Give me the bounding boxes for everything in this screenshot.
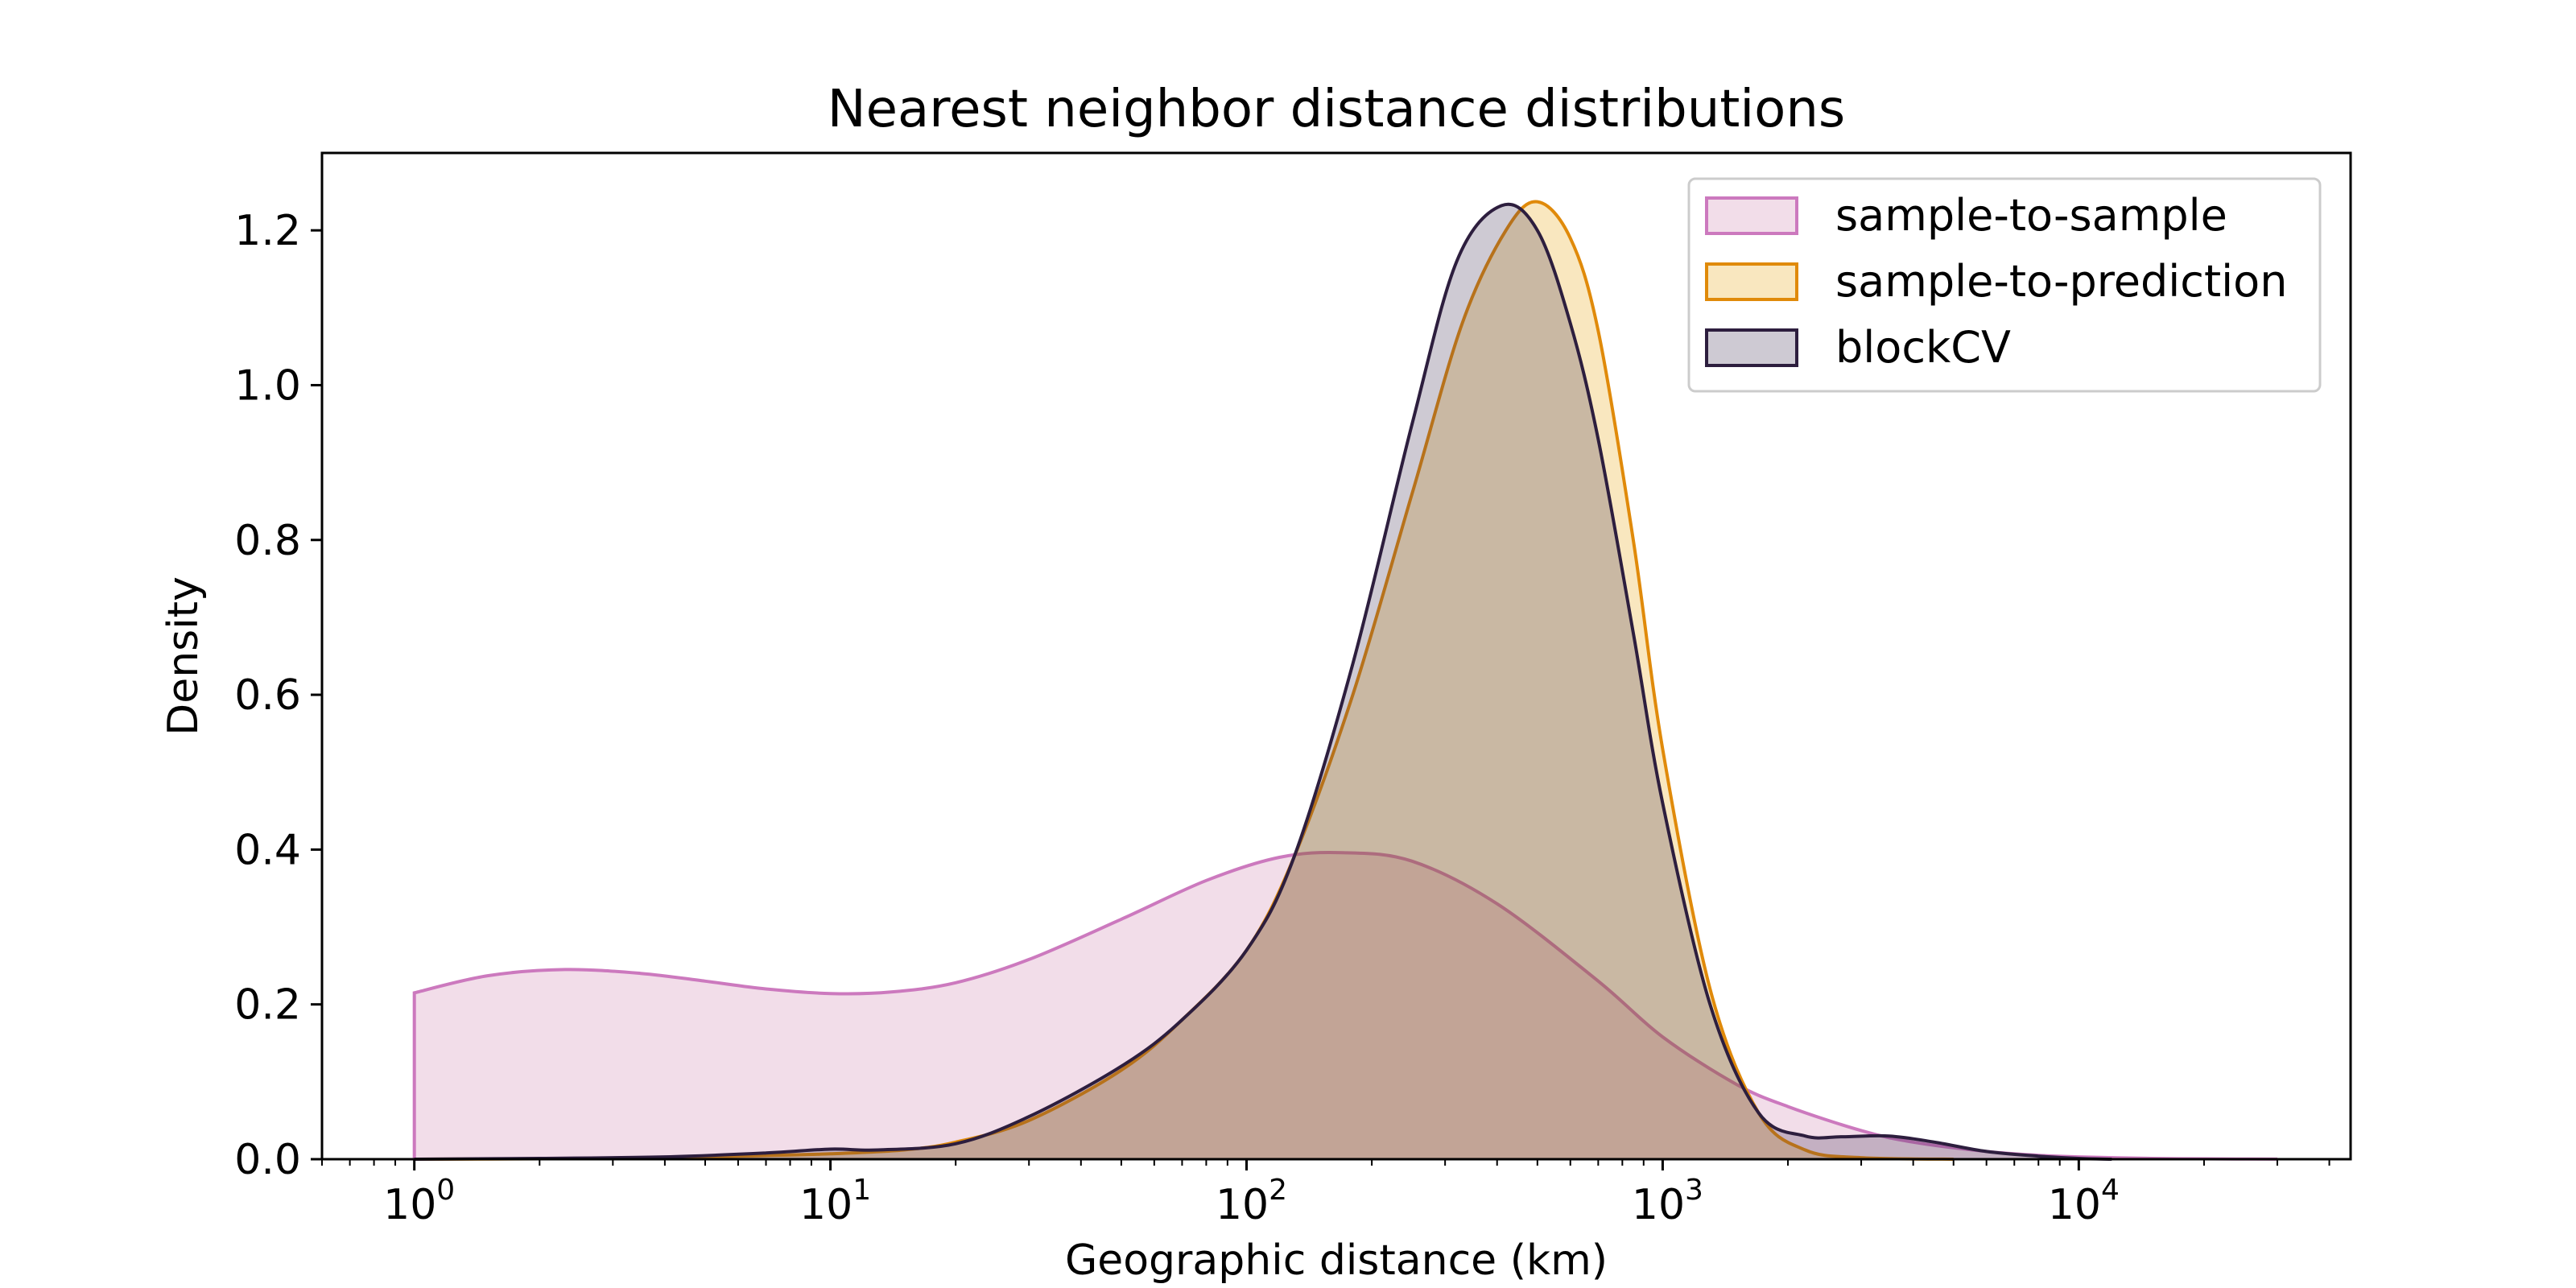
legend-label: sample-to-prediction bbox=[1835, 256, 2287, 307]
y-axis: 0.0 0.2 0.4 0.6 0.8 1.0 1.2 bbox=[234, 207, 322, 1184]
x-tick-label: 104 bbox=[2048, 1174, 2120, 1229]
legend: sample-to-sample sample-to-prediction bloc… bbox=[1687, 177, 2322, 393]
x-tick-label: 102 bbox=[1216, 1174, 1287, 1229]
plot-frame bbox=[320, 151, 2352, 1161]
x-tick-label: 103 bbox=[1632, 1174, 1703, 1229]
y-tick-label: 1.0 bbox=[234, 361, 301, 410]
legend-item-blockcv: blockCV bbox=[1705, 322, 2011, 373]
legend-box bbox=[1687, 177, 2322, 393]
y-tick-label: 0.0 bbox=[234, 1136, 301, 1184]
legend-item-sample-to-prediction: sample-to-prediction bbox=[1705, 256, 2287, 307]
y-tick-label: 0.8 bbox=[234, 517, 301, 565]
legend-swatch bbox=[1705, 262, 1798, 301]
legend-swatch bbox=[1705, 328, 1798, 367]
series-area-sample-to-sample bbox=[414, 852, 2278, 1159]
x-tick-label: 100 bbox=[383, 1174, 455, 1229]
x-tick-label: 101 bbox=[799, 1174, 871, 1229]
y-tick-label: 0.2 bbox=[234, 981, 301, 1030]
x-axis: 100 101 102 103 104 bbox=[321, 1159, 2330, 1229]
y-tick-label: 0.6 bbox=[234, 671, 301, 720]
legend-label: sample-to-sample bbox=[1835, 190, 2227, 241]
series-line-sample-to-prediction bbox=[414, 200, 1954, 1161]
series-area-sample-to-prediction bbox=[414, 201, 1954, 1159]
chart-title: Nearest neighbor distance distributions bbox=[828, 80, 1845, 139]
legend-swatch bbox=[1705, 196, 1798, 235]
legend-label: blockCV bbox=[1835, 322, 2011, 373]
series-layer bbox=[412, 200, 2278, 1161]
series-line-blockcv bbox=[414, 202, 2112, 1161]
x-axis-label: Geographic distance (km) bbox=[1065, 1236, 1608, 1285]
y-axis-label: Density bbox=[159, 576, 208, 736]
legend-item-sample-to-sample: sample-to-sample bbox=[1705, 190, 2227, 241]
y-tick-label: 0.4 bbox=[234, 826, 301, 874]
y-tick-label: 1.2 bbox=[234, 207, 301, 255]
